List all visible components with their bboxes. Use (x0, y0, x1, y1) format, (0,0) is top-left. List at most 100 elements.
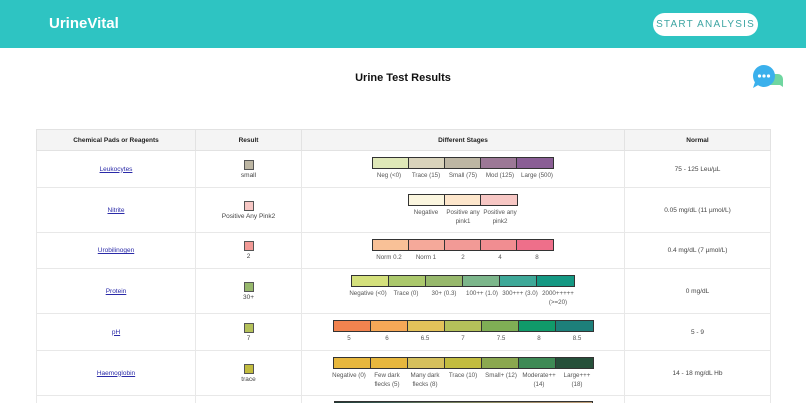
header-chemical-pads: Chemical Pads or Reagents (36, 129, 196, 151)
stage-color-cell (445, 239, 481, 250)
result-color-swatch (243, 363, 254, 374)
stage-color-cell (333, 358, 371, 369)
stage-color-cell (407, 358, 445, 369)
stage-color-cell (389, 276, 426, 287)
table-row: Nitrite Positive Any Pink2 Negative Positiv… (36, 187, 771, 233)
stage-label: Trace (0) (393, 290, 419, 298)
result-cell: 2 (195, 232, 302, 269)
stage-label: Neg (<0) (376, 172, 402, 180)
stage-label: 7.5 (496, 335, 506, 343)
stage-label: Mod (125) (485, 172, 515, 180)
stages-cell: 5 6 6.5 7 7.5 8 8.5 (301, 313, 625, 351)
stage-color-cell (444, 321, 482, 332)
stage-label: Small+ (12) (485, 372, 517, 380)
stage-label: Few dark flecks (5) (374, 372, 400, 388)
result-label: Positive Any Pink2 (221, 212, 276, 220)
start-analysis-button[interactable]: START ANALYSIS (653, 13, 758, 36)
pad-name-cell: Haemoglobin (36, 350, 196, 396)
header-normal: Normal (624, 129, 771, 151)
stage-label: 2000+++++ (>=20) (542, 290, 574, 306)
stage-label: 5 (347, 335, 351, 343)
stage-color-cell (463, 276, 500, 287)
result-label: trace (241, 375, 256, 383)
results-table: Chemical Pads or Reagents Result Differe… (36, 129, 771, 403)
normal-range-cell: 14 - 18 mg/dL Hb (624, 350, 771, 396)
stages-cell: Negative Positive any pink1 Positive any p… (301, 187, 625, 233)
chat-bubbles-icon[interactable] (752, 64, 784, 92)
table-row: Leukocytes small Neg (<0) Trace (15) Small (… (36, 150, 771, 188)
table-cell (624, 395, 771, 403)
pad-link-ph[interactable]: pH (111, 328, 121, 336)
stage-color-bar (332, 320, 594, 333)
result-label: 2 (246, 253, 251, 260)
pad-link-haemoglobin[interactable]: Haemoglobin (96, 369, 136, 377)
stage-color-cell (445, 195, 481, 206)
stage-color-bar (372, 157, 554, 170)
result-color-swatch (243, 200, 254, 211)
normal-range-cell: 5 - 9 (624, 313, 771, 351)
stage-color-cell (373, 158, 409, 169)
table-cell (36, 395, 196, 403)
result-label: 30+ (242, 293, 255, 301)
stage-color-bar (408, 194, 518, 207)
stage-color-cell (481, 321, 519, 332)
stage-label: Large (500) (521, 172, 553, 180)
page-title: Urine Test Results (355, 72, 451, 84)
stage-color-bar (351, 275, 575, 288)
stage-color-bar (332, 357, 594, 370)
table-header-row: Chemical Pads or Reagents Result Differe… (36, 129, 771, 151)
header-stages: Different Stages (301, 129, 625, 151)
stages-cell: Negative (<0) Trace (0) 30+ (0.3) 100++ (1.… (301, 268, 625, 314)
stage-label: 6 (385, 335, 389, 343)
pad-name-cell: Leukocytes (36, 150, 196, 188)
stage-color-cell (481, 358, 519, 369)
result-color-swatch (243, 159, 254, 170)
pad-link-urobilinogen[interactable]: Urobilinogen (97, 247, 135, 254)
stage-label: Small (75) (448, 172, 478, 180)
stage-color-cell (517, 158, 553, 169)
stage-label: Many dark flecks (8) (410, 372, 440, 388)
stage-color-bar (372, 238, 554, 251)
pad-link-protein[interactable]: Protein (105, 287, 127, 295)
stage-label: 8 (537, 335, 541, 343)
stage-label: 8.5 (572, 335, 582, 343)
stage-color-cell (409, 195, 445, 206)
stage-label: Positive any pink1 (446, 209, 480, 225)
stage-color-cell (370, 358, 408, 369)
stage-label: 7 (461, 335, 465, 343)
pad-link-leukocytes[interactable]: Leukocytes (99, 165, 133, 173)
stage-scale: Neg (<0) Trace (15) Small (75) Mod (125) Lar… (371, 157, 556, 180)
table-row: Haemoglobin trace Negative (0) Few dark fle… (36, 350, 771, 396)
stage-scale: Norm 0.2 Norm 1 2 4 8 (371, 238, 556, 262)
stage-color-cell (352, 276, 389, 287)
stage-color-cell (555, 321, 593, 332)
stage-color-cell (518, 321, 556, 332)
result-cell: trace (195, 350, 302, 396)
stage-label: Norm 0.2 (376, 253, 402, 261)
header-result: Result (195, 129, 302, 151)
pad-link-nitrite[interactable]: Nitrite (107, 206, 125, 214)
stage-label: Negative (0) (332, 372, 366, 380)
stages-cell: Neg (<0) Trace (15) Small (75) Mod (125) Lar… (301, 150, 625, 188)
table-row (36, 395, 771, 403)
stage-scale: Negative (<0) Trace (0) 30+ (0.3) 100++ (1.… (349, 275, 577, 307)
stage-color-cell (373, 239, 409, 250)
result-color-swatch (243, 281, 254, 292)
stage-scale: 5 6 6.5 7 7.5 8 8.5 (330, 320, 596, 343)
result-cell: Positive Any Pink2 (195, 187, 302, 233)
stage-label: 300+++ (3.0) (502, 290, 538, 298)
stage-color-cell (444, 358, 482, 369)
normal-range-cell: 0.05 mg/dL (11 µmol/L) (624, 187, 771, 233)
stage-color-cell (409, 158, 445, 169)
brand-logo[interactable]: UrineVital (49, 15, 119, 32)
stage-color-cell (517, 239, 553, 250)
stage-label: Trace (10) (448, 372, 478, 380)
stage-color-cell (407, 321, 445, 332)
stage-color-cell (537, 276, 574, 287)
stage-color-cell (445, 158, 481, 169)
pad-name-cell: Urobilinogen (36, 232, 196, 269)
stage-color-cell (370, 321, 408, 332)
stage-label: Negative (<0) (349, 290, 387, 298)
stage-label: Norm 1 (415, 253, 437, 261)
normal-range-cell: 0.4 mg/dL (7 µmol/L) (624, 232, 771, 269)
